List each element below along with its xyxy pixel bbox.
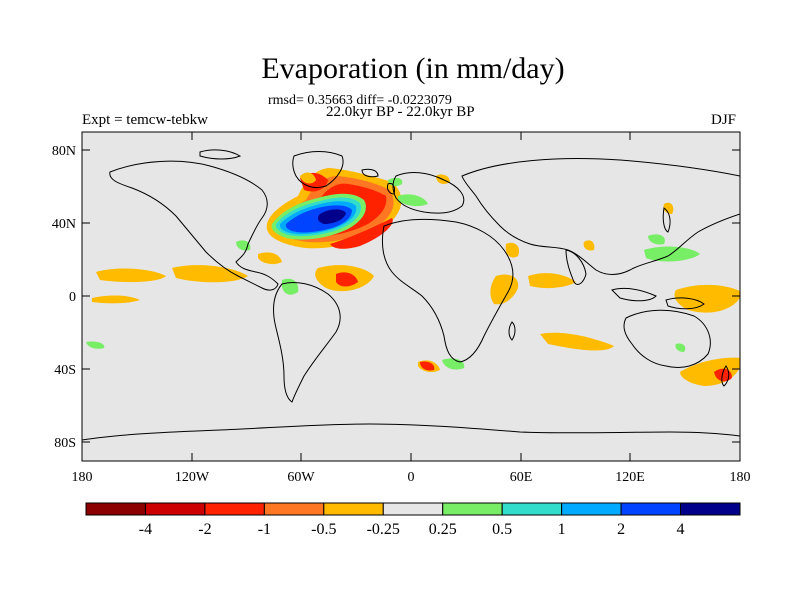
xtick-label-60w: 60W xyxy=(287,470,315,485)
xtick-label-0: 0 xyxy=(408,470,415,485)
anomaly-orange-arab xyxy=(505,242,520,258)
coast-north-america xyxy=(109,160,279,291)
anomaly-orange-ind xyxy=(583,240,595,251)
coast-new-guinea xyxy=(665,297,705,310)
colorbar-swatch-7 xyxy=(501,502,563,516)
colorbar-label-2: -1 xyxy=(258,521,271,538)
coast-indonesia xyxy=(611,287,657,302)
anomaly-red-trop-atl xyxy=(336,272,358,287)
coast-europe xyxy=(392,172,465,214)
anomaly-field xyxy=(82,149,740,441)
anomaly-green-aus xyxy=(675,343,686,352)
anomaly-green-wpac-2 xyxy=(648,234,665,245)
colorbar-label-6: 0.5 xyxy=(492,521,512,538)
colorbar-swatch-6 xyxy=(442,502,503,516)
tick-marks xyxy=(82,132,740,461)
stats-subtitle: rmsd= 0.35663 diff= -0.0223079 xyxy=(268,93,452,108)
xtick-label-120w: 120W xyxy=(175,470,210,485)
period-subtitle: 22.0kyr BP - 22.0kyr BP xyxy=(326,104,475,120)
ytick-label-0: 0 xyxy=(69,290,76,305)
colorbar-label-3: -0.5 xyxy=(311,521,336,538)
coast-antarctica xyxy=(82,423,740,441)
anomaly-red-sam xyxy=(420,361,435,371)
anomaly-orange-wpac xyxy=(674,284,740,313)
coast-south-america xyxy=(273,281,341,403)
ytick-label-80s: 80S xyxy=(54,436,76,451)
anomaly-red-aus xyxy=(714,368,732,382)
xtick-label-60e: 60E xyxy=(510,470,533,485)
coast-new-zealand xyxy=(721,365,730,387)
season-label: DJF xyxy=(711,112,737,128)
colorbar: -4 -2 -1 -0.5 -0.25 0.25 0.5 1 2 4 xyxy=(85,502,741,538)
colorbar-swatch-9 xyxy=(620,502,682,516)
anomaly-navy-nat xyxy=(317,209,346,224)
colorbar-label-5: 0.25 xyxy=(429,521,457,538)
coast-africa xyxy=(381,218,514,363)
colorbar-label-0: -4 xyxy=(139,521,152,538)
colorbar-swatch-4 xyxy=(323,502,384,516)
anomaly-orange-indian-1 xyxy=(528,273,576,289)
colorbar-label-7: 1 xyxy=(558,521,566,538)
coast-australia xyxy=(623,309,711,368)
map-background xyxy=(82,132,740,461)
ytick-label-40s: 40S xyxy=(54,363,76,378)
anomaly-orange-pac-2 xyxy=(172,265,248,283)
ytick-label-80n: 80N xyxy=(52,144,76,159)
experiment-label: Expt = temcw-tebkw xyxy=(82,112,208,128)
colorbar-swatch-5 xyxy=(382,502,444,516)
xtick-label-180-w: 180 xyxy=(72,470,93,485)
colorbar-label-1: -2 xyxy=(198,521,211,538)
anomaly-green-med xyxy=(398,194,428,207)
colorbar-label-4: -0.25 xyxy=(367,521,400,538)
xtick-label-120e: 120E xyxy=(615,470,645,485)
coast-madagascar xyxy=(508,321,516,341)
colorbar-label-9: 4 xyxy=(677,521,685,538)
anomaly-orange-africa xyxy=(490,274,519,305)
coastlines xyxy=(82,149,740,441)
colorbar-swatch-3 xyxy=(263,502,325,516)
anomaly-orange-gulf xyxy=(258,252,282,265)
ytick-label-40n: 40N xyxy=(52,217,76,232)
coast-iceland xyxy=(361,168,379,178)
map-title: Evaporation (in mm/day) xyxy=(261,52,565,85)
anomaly-orange-pac-3 xyxy=(92,295,140,304)
coast-greenland xyxy=(292,151,344,189)
anomaly-orange-indian-s xyxy=(540,332,614,351)
coast-arctic-islands xyxy=(199,149,242,160)
coast-asia xyxy=(461,158,740,275)
anomaly-orange-pac-1 xyxy=(96,268,166,283)
anomaly-red-band xyxy=(330,218,393,249)
colorbar-swatch-0 xyxy=(85,502,146,516)
anomaly-green-scpac xyxy=(86,341,105,349)
anomaly-green-wpac-1 xyxy=(644,246,700,262)
coast-japan xyxy=(662,207,671,233)
colorbar-label-8: 2 xyxy=(617,521,625,538)
coast-india xyxy=(565,249,587,285)
colorbar-swatch-8 xyxy=(561,502,622,516)
anomaly-orange-jp xyxy=(663,202,674,214)
xtick-label-180-e: 180 xyxy=(730,470,751,485)
coast-uk xyxy=(387,183,395,195)
colorbar-swatch-1 xyxy=(144,502,206,516)
colorbar-swatch-2 xyxy=(204,502,265,516)
colorbar-swatch-10 xyxy=(680,502,741,516)
anomaly-orange-nw xyxy=(300,172,316,184)
